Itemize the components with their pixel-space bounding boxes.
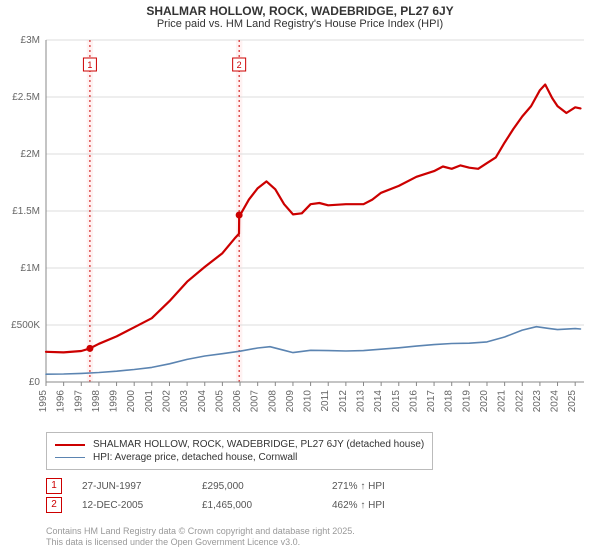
svg-text:2022: 2022 xyxy=(514,390,525,413)
svg-text:2017: 2017 xyxy=(426,390,437,413)
sale-price: £1,465,000 xyxy=(202,500,332,511)
svg-text:1995: 1995 xyxy=(38,390,49,413)
legend-item: HPI: Average price, detached house, Corn… xyxy=(55,452,424,463)
sale-delta: 462% ↑ HPI xyxy=(332,500,462,511)
svg-text:2021: 2021 xyxy=(497,390,508,413)
price-hpi-chart: SHALMAR HOLLOW, ROCK, WADEBRIDGE, PL27 6… xyxy=(0,0,600,560)
svg-text:2013: 2013 xyxy=(356,390,367,413)
svg-text:2019: 2019 xyxy=(461,390,472,413)
svg-text:2000: 2000 xyxy=(126,390,137,413)
svg-text:£0: £0 xyxy=(29,377,41,388)
sale-marker xyxy=(86,345,93,352)
credits-line: Contains HM Land Registry data © Crown c… xyxy=(46,526,355,537)
svg-text:£1M: £1M xyxy=(21,263,40,274)
svg-text:2006: 2006 xyxy=(232,390,243,413)
legend-swatch xyxy=(55,444,85,446)
sale-marker xyxy=(236,211,243,218)
svg-text:£500K: £500K xyxy=(11,320,40,331)
chart-title-address: SHALMAR HOLLOW, ROCK, WADEBRIDGE, PL27 6… xyxy=(0,4,600,18)
svg-text:2016: 2016 xyxy=(408,390,419,413)
sales-table: 1 27-JUN-1997£295,000271% ↑ HPI 2 12-DEC-20… xyxy=(46,475,462,516)
svg-text:2005: 2005 xyxy=(214,390,225,413)
svg-text:1999: 1999 xyxy=(109,390,120,413)
sale-date: 27-JUN-1997 xyxy=(82,481,202,492)
sale-row: 1 27-JUN-1997£295,000271% ↑ HPI xyxy=(46,478,462,494)
svg-text:2001: 2001 xyxy=(144,390,155,413)
credits-text: Contains HM Land Registry data © Crown c… xyxy=(46,526,355,549)
svg-text:2014: 2014 xyxy=(373,390,384,413)
legend-label: SHALMAR HOLLOW, ROCK, WADEBRIDGE, PL27 6… xyxy=(93,439,424,450)
sale-delta: 271% ↑ HPI xyxy=(332,481,462,492)
svg-text:2010: 2010 xyxy=(303,390,314,413)
legend-swatch xyxy=(55,457,85,458)
svg-text:2024: 2024 xyxy=(550,390,561,413)
legend-item: SHALMAR HOLLOW, ROCK, WADEBRIDGE, PL27 6… xyxy=(55,439,424,450)
svg-text:2023: 2023 xyxy=(532,390,543,413)
svg-text:2008: 2008 xyxy=(267,390,278,413)
svg-text:2020: 2020 xyxy=(479,390,490,413)
svg-text:2004: 2004 xyxy=(197,390,208,413)
sale-date: 12-DEC-2005 xyxy=(82,500,202,511)
svg-text:2007: 2007 xyxy=(250,390,261,413)
chart-title-subtitle: Price paid vs. HM Land Registry's House … xyxy=(0,18,600,30)
svg-text:1997: 1997 xyxy=(73,390,84,413)
svg-text:2018: 2018 xyxy=(444,390,455,413)
svg-text:2003: 2003 xyxy=(179,390,190,413)
legend-label: HPI: Average price, detached house, Corn… xyxy=(93,452,297,463)
svg-text:1996: 1996 xyxy=(56,390,67,413)
svg-text:2015: 2015 xyxy=(391,390,402,413)
sale-marker-badge: 1 xyxy=(46,478,62,494)
svg-text:2012: 2012 xyxy=(338,390,349,413)
svg-text:2011: 2011 xyxy=(320,390,331,412)
credits-line: This data is licensed under the Open Gov… xyxy=(46,537,355,548)
svg-text:2002: 2002 xyxy=(161,390,172,413)
svg-text:2009: 2009 xyxy=(285,390,296,413)
sale-row: 2 12-DEC-2005£1,465,000462% ↑ HPI xyxy=(46,497,462,513)
svg-text:1998: 1998 xyxy=(91,390,102,413)
sale-price: £295,000 xyxy=(202,481,332,492)
svg-text:£1.5M: £1.5M xyxy=(12,206,40,217)
chart-plot: £0 £500K £1M £1.5M £2M £2.5M £3M 1995 1996 1997 19… xyxy=(0,30,600,420)
legend-box: SHALMAR HOLLOW, ROCK, WADEBRIDGE, PL27 6… xyxy=(46,432,433,470)
svg-text:2: 2 xyxy=(237,60,242,70)
svg-text:£2.5M: £2.5M xyxy=(12,92,40,103)
svg-text:2025: 2025 xyxy=(567,390,578,413)
sale-marker-badge: 2 xyxy=(46,497,62,513)
svg-text:£3M: £3M xyxy=(21,35,40,46)
svg-text:1: 1 xyxy=(87,60,92,70)
svg-text:£2M: £2M xyxy=(21,149,40,160)
chart-titles: SHALMAR HOLLOW, ROCK, WADEBRIDGE, PL27 6… xyxy=(0,0,600,30)
